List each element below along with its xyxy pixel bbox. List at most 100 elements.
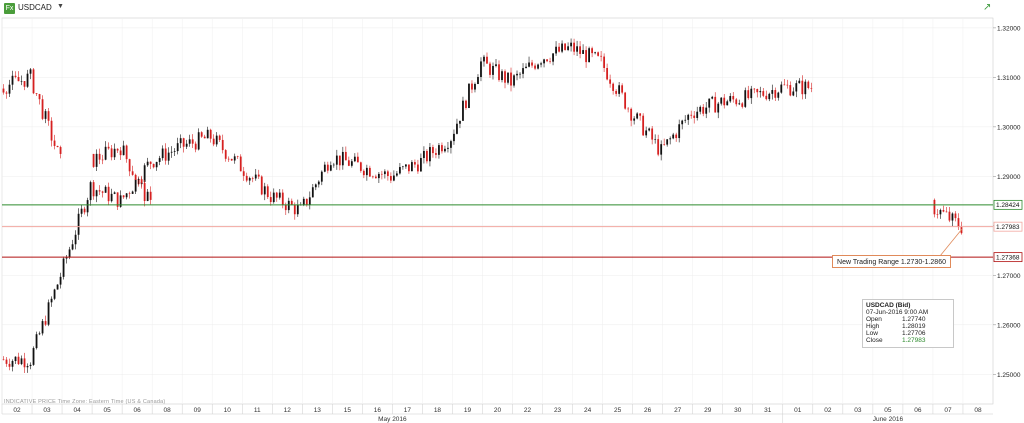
candle-body bbox=[939, 210, 942, 215]
x-tick-label: 05 bbox=[884, 407, 892, 414]
candle-body bbox=[747, 90, 750, 99]
candle-body bbox=[726, 101, 729, 106]
candle-body bbox=[53, 289, 56, 299]
candle-body bbox=[95, 190, 98, 197]
symbol-label[interactable]: USDCAD bbox=[18, 3, 52, 12]
candle-body bbox=[615, 90, 618, 94]
candle-body bbox=[750, 88, 753, 99]
candle-body bbox=[681, 120, 684, 125]
candle-body bbox=[774, 90, 777, 98]
caret-down-icon[interactable]: ▼ bbox=[57, 3, 64, 10]
candle-body bbox=[278, 192, 281, 198]
candle-body bbox=[32, 69, 35, 94]
candle-body bbox=[468, 83, 470, 108]
x-tick-label: 25 bbox=[614, 407, 622, 414]
candle-body bbox=[131, 171, 134, 175]
candle-body bbox=[702, 106, 705, 114]
candle-body bbox=[275, 192, 278, 198]
candle-body bbox=[26, 73, 29, 87]
candle-body bbox=[29, 364, 32, 367]
candle-body bbox=[113, 192, 116, 194]
candle-body bbox=[534, 65, 536, 69]
candle-body bbox=[657, 139, 660, 155]
candle-body bbox=[414, 162, 416, 165]
candle-body bbox=[38, 94, 41, 100]
candle-body bbox=[353, 156, 356, 162]
candle-body bbox=[131, 191, 134, 194]
candle-body bbox=[155, 161, 158, 168]
candle-body bbox=[128, 159, 131, 172]
candle-body bbox=[810, 87, 813, 89]
candle-body bbox=[450, 141, 452, 148]
candle-body bbox=[723, 97, 726, 106]
candle-body bbox=[579, 46, 581, 54]
x-tick-label: 20 bbox=[494, 407, 502, 414]
candle-body bbox=[224, 150, 227, 159]
candle-body bbox=[474, 83, 476, 90]
candle-body bbox=[744, 90, 747, 107]
candle-body bbox=[789, 85, 792, 96]
candle-body bbox=[564, 43, 566, 50]
candle-body bbox=[660, 144, 663, 155]
candle-body bbox=[371, 176, 374, 178]
fx-badge[interactable]: Fx bbox=[4, 3, 15, 14]
candle-body bbox=[543, 59, 545, 64]
candle-body bbox=[44, 111, 47, 119]
candle-body bbox=[296, 205, 299, 215]
candle-body bbox=[621, 85, 624, 93]
candle-body bbox=[236, 156, 239, 157]
candle-body bbox=[438, 145, 440, 155]
x-tick-label: 07 bbox=[944, 407, 952, 414]
candle-body bbox=[173, 151, 176, 152]
candle-body bbox=[272, 192, 275, 203]
candle-body bbox=[732, 96, 735, 100]
candle-body bbox=[699, 106, 702, 112]
candle-body bbox=[35, 334, 38, 349]
candle-body bbox=[119, 150, 122, 156]
candle-body bbox=[98, 190, 101, 192]
x-tick-label: 15 bbox=[344, 407, 352, 414]
candle-body bbox=[26, 366, 29, 368]
candle-body bbox=[954, 213, 957, 219]
candle-body bbox=[588, 48, 590, 63]
candle-body bbox=[287, 200, 290, 211]
candle-body bbox=[432, 147, 434, 154]
x-tick-label: 27 bbox=[674, 407, 682, 414]
candle-body bbox=[672, 134, 675, 139]
candle-body bbox=[197, 132, 200, 150]
trend-up-icon[interactable]: ↗ bbox=[983, 2, 992, 13]
candle-body bbox=[765, 95, 768, 100]
candle-body bbox=[260, 176, 263, 195]
candle-body bbox=[573, 42, 575, 52]
candle-body bbox=[113, 148, 116, 158]
candle-body bbox=[281, 192, 284, 205]
x-tick-label: 22 bbox=[524, 407, 532, 414]
candle-body bbox=[326, 164, 329, 171]
candle-body bbox=[269, 197, 272, 203]
x-tick-label: 10 bbox=[224, 407, 232, 414]
candle-body bbox=[230, 158, 233, 161]
candle-body bbox=[600, 55, 603, 57]
candle-body bbox=[399, 167, 401, 174]
level-label-box bbox=[993, 252, 1023, 263]
candle-body bbox=[8, 84, 11, 94]
candle-body bbox=[11, 75, 14, 85]
y-tick-label: 1.32000 bbox=[997, 25, 1021, 32]
candle-body bbox=[669, 138, 672, 140]
candle-body bbox=[666, 139, 669, 145]
candle-body bbox=[606, 67, 609, 80]
candle-body bbox=[47, 302, 50, 325]
chart-header: Fx USDCAD ▼ ↗ bbox=[0, 0, 1024, 18]
candle-body bbox=[206, 129, 209, 139]
candle-body bbox=[257, 174, 260, 177]
candle-body bbox=[50, 120, 53, 141]
candle-body bbox=[176, 143, 179, 152]
candle-body bbox=[690, 114, 693, 116]
candle-body bbox=[290, 200, 293, 205]
candle-body bbox=[80, 208, 83, 214]
candle-body bbox=[215, 135, 218, 145]
candle-body bbox=[248, 178, 251, 181]
candle-body bbox=[392, 175, 395, 181]
candle-body bbox=[576, 46, 578, 52]
